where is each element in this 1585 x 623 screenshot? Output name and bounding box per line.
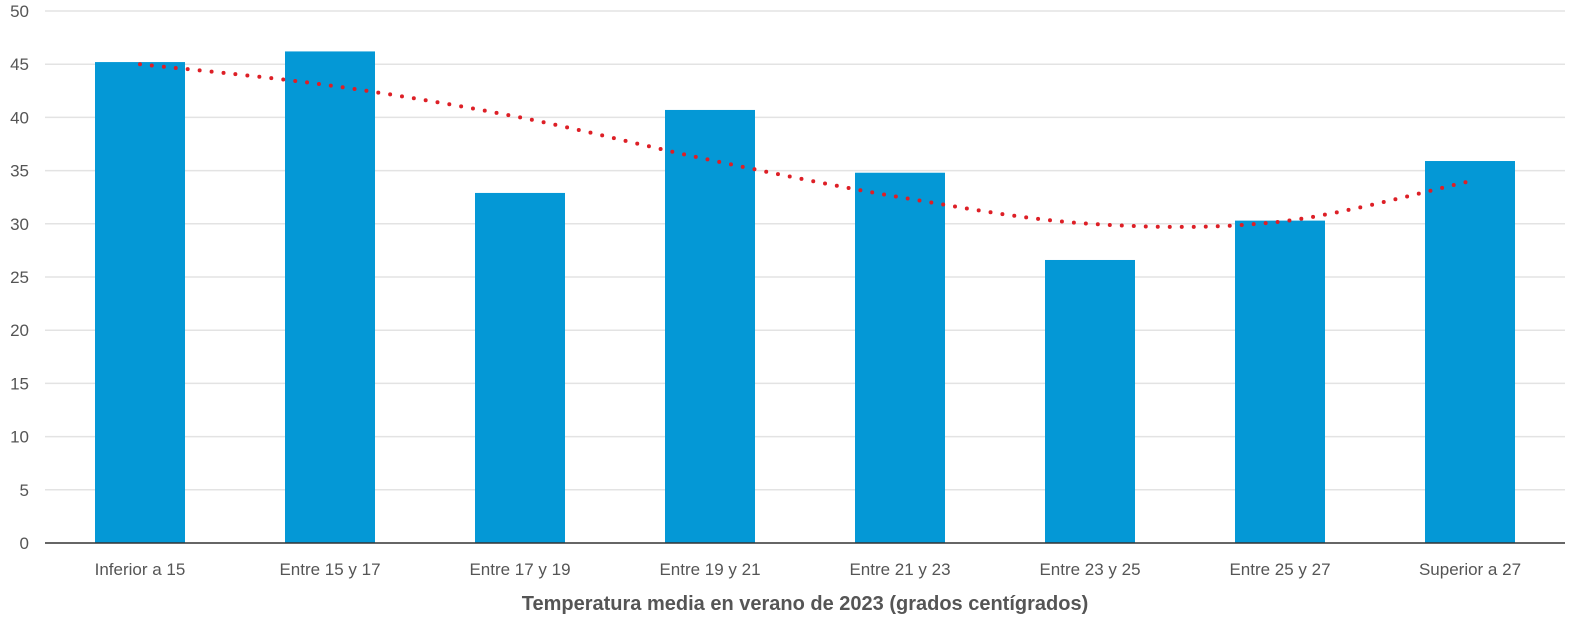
y-tick-label: 20 xyxy=(10,321,29,340)
x-tick-label: Entre 17 y 19 xyxy=(469,560,570,579)
x-tick-label: Entre 21 y 23 xyxy=(849,560,950,579)
x-axis-title: Temperatura media en verano de 2023 (gra… xyxy=(522,593,1088,615)
bar xyxy=(1425,161,1515,544)
x-tick-label: Entre 25 y 27 xyxy=(1229,560,1330,579)
bar xyxy=(285,51,375,543)
bar xyxy=(475,192,565,543)
x-tick-label: Entre 19 y 21 xyxy=(659,560,760,579)
y-axis-ticks: 0 5 10 15 20 25 30 35 40 45 50 xyxy=(10,2,29,553)
y-tick-label: 5 xyxy=(20,481,29,500)
bar xyxy=(665,109,755,544)
gridlines xyxy=(45,10,1565,491)
x-tick-label: Inferior a 15 xyxy=(95,560,186,579)
y-tick-label: 40 xyxy=(10,108,29,127)
x-tick-label: Entre 15 y 17 xyxy=(279,560,380,579)
y-tick-label: 10 xyxy=(10,428,29,447)
bars xyxy=(95,51,1515,544)
y-tick-label: 50 xyxy=(10,2,29,21)
bar xyxy=(1045,259,1135,543)
trendline xyxy=(138,62,1472,229)
bar xyxy=(95,62,185,544)
y-tick-label: 0 xyxy=(20,534,29,553)
y-tick-label: 45 xyxy=(10,55,29,74)
bar xyxy=(1235,220,1325,543)
x-tick-label: Superior a 27 xyxy=(1419,560,1521,579)
y-tick-label: 15 xyxy=(10,374,29,393)
trendline-curve xyxy=(138,62,1472,229)
y-tick-label: 25 xyxy=(10,268,29,287)
x-axis-ticks: Inferior a 15 Entre 15 y 17 Entre 17 y 19 E… xyxy=(95,560,1521,579)
x-tick-label: Entre 23 y 25 xyxy=(1039,560,1140,579)
bar xyxy=(855,172,945,543)
y-tick-label: 30 xyxy=(10,215,29,234)
y-tick-label: 35 xyxy=(10,162,29,181)
